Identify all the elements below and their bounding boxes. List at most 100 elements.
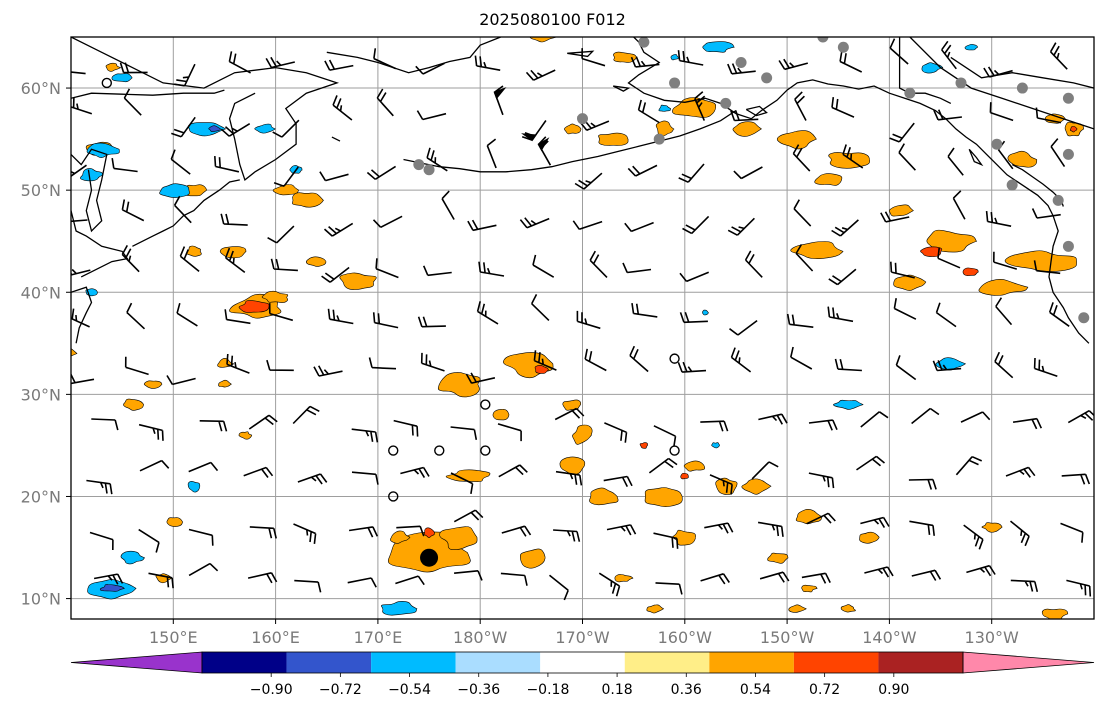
gray-station-dot [735,57,747,69]
wind-barb [677,361,707,373]
wind-barb [293,523,317,544]
wind-barb [751,461,779,480]
lat-tick-label: 30°N [21,385,61,404]
coastline [898,37,952,104]
gray-station-dot [653,133,665,145]
wind-barb [1009,520,1030,547]
colorbar: −0.90 −0.72 −0.54 −0.36 −0.18 0.18 0.36 0.54 0.7… [70,651,1095,698]
wind-barb [935,302,957,328]
wind-barb [629,345,649,373]
wind-barb [653,532,679,549]
colorbar-segment [455,652,541,673]
wind-barb [71,71,86,75]
coastline [71,210,129,278]
wind-barb [911,407,940,425]
wind-barb [648,457,678,474]
colorbar-tick-label: −0.36 [457,682,500,698]
positive-anomaly-patch [562,399,582,411]
wind-barb [525,69,556,81]
strong-positive-core [238,300,270,313]
wind-barbs [71,38,1094,601]
wind-barb [243,466,274,478]
negative-anomaly-patch [670,54,680,61]
wind-barb [366,165,397,180]
wind-barb [454,570,483,581]
wind-barb [589,250,608,278]
positive-anomaly-patch [893,274,927,291]
wind-barb [247,572,278,584]
wind-barb [1067,410,1094,424]
positive-anomaly-patch [71,348,78,357]
strong-positive-core [1069,126,1078,133]
wind-barb [86,479,113,495]
negative-anomaly-patch [254,123,276,134]
wind-barb [372,312,399,329]
positive-anomaly-patch [492,408,510,421]
wind-barb [806,512,836,525]
wind-barb [71,219,88,223]
wind-barb [332,95,353,121]
wind-barb [297,473,328,485]
colorbar-tick-label: 0.72 [809,682,840,698]
wind-barb [759,571,790,583]
calm-station-circle [434,445,445,456]
wind-barb [1010,579,1039,592]
coastline [71,148,108,233]
colorbar-segment [709,652,794,673]
positive-anomaly-patch [238,431,253,440]
positive-anomaly-patch [143,380,163,389]
colorbar-tick-label: −0.18 [526,682,569,698]
wind-barb [637,99,660,124]
positive-anomaly-patch [186,245,202,257]
coastline [71,286,93,344]
lon-tick-label: 160°E [251,628,300,647]
colorbar-segment [371,652,456,673]
lon-tick-label: 140°W [862,628,917,647]
wind-barb [71,164,87,178]
negative-anomaly-patch [187,122,226,137]
positive-anomaly-patch [572,424,593,445]
wind-barb [417,316,446,328]
lat-tick-label: 20°N [21,487,61,506]
positive-anomaly-patch [840,604,856,613]
wind-barb [860,411,889,428]
wind-barb [828,268,857,286]
gray-station-dot [577,113,588,125]
wind-barb [519,217,550,229]
positive-anomaly-patch [613,51,637,63]
wind-barb [1012,417,1043,430]
wind-barb [89,531,114,551]
wind-barb [474,55,501,71]
wind-barb [598,572,621,597]
positive-anomaly-patch [390,530,411,544]
positive-anomaly-patch [801,584,818,593]
wind-barb [985,211,1012,227]
wind-barb [778,58,809,71]
wind-barb [983,66,1013,78]
wind-barb [572,220,603,231]
positive-anomaly-patch [439,526,478,551]
gray-station-dot [817,37,829,43]
gray-station-dot [1062,92,1074,104]
wind-barb [148,572,174,589]
negative-anomaly-patch [711,442,721,449]
negative-anomaly-patch [86,142,120,158]
wind-barb [679,271,710,283]
wind-barb [993,251,1018,270]
colorbar-extend-low [70,651,203,674]
strong-positive-core [680,472,689,480]
wind-barb [188,528,214,546]
wind-barb [1066,579,1092,597]
positive-anomaly-patch [683,460,706,472]
calm-station-circle [480,445,491,456]
wind-barb-flag [521,133,537,142]
wind-barb [266,359,294,372]
negative-anomaly-patch [921,62,944,74]
lon-tick-label: 180°W [453,628,508,647]
wind-barb [947,147,964,176]
gray-station-dot [1062,148,1074,160]
axis-ticks: 10°N 20°N 30°N 40°N 50°N 60°N 150°E 160°E 170°E 1… [21,79,1019,647]
wind-barb [501,525,532,537]
calm-station-circle [480,399,491,410]
wind-barb [801,572,831,584]
